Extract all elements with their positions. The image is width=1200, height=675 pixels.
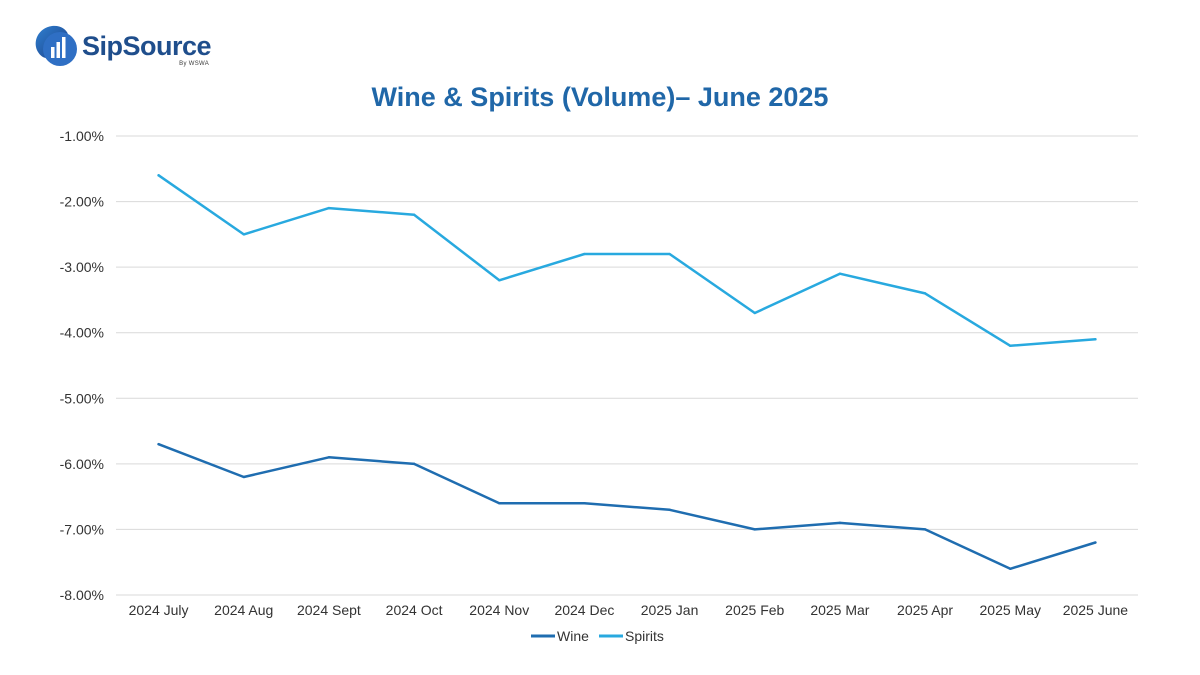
- data-point-spirits: [923, 292, 927, 295]
- data-point-wine: [753, 528, 756, 531]
- x-tick-label: 2024 Aug: [214, 602, 273, 618]
- sipsource-logo-icon: [35, 25, 77, 66]
- legend: Wine Spirits: [531, 628, 664, 644]
- logo-subtitle: By WSWA: [179, 61, 210, 67]
- data-point-wine: [583, 502, 586, 505]
- x-axis-ticks: 2024 July 2024 Aug 2024 Sept 2024 Oct 2024 N…: [129, 602, 1129, 618]
- series-line-wine: [157, 442, 1097, 571]
- series-lines: [157, 174, 1097, 571]
- data-point-spirits: [498, 279, 501, 282]
- y-tick-label: -3.00%: [60, 259, 104, 275]
- x-tick-label: 2025 June: [1063, 602, 1129, 618]
- y-tick-label: -2.00%: [60, 194, 104, 210]
- x-tick-label: 2025 Apr: [897, 602, 953, 618]
- chart-title: Wine & Spirits (Volume)– June 2025: [371, 82, 829, 112]
- data-point-spirits: [157, 174, 160, 177]
- x-tick-label: 2024 Dec: [554, 602, 614, 618]
- data-point-spirits: [838, 272, 842, 275]
- data-point-wine: [668, 508, 671, 511]
- sipsource-logo: SipSource By WSWA: [30, 22, 212, 70]
- y-tick-label: -5.00%: [60, 390, 104, 406]
- data-point-spirits: [583, 252, 586, 256]
- x-tick-label: 2025 Mar: [810, 602, 869, 618]
- y-axis-ticks: -1.00% -2.00% -3.00% -4.00% -5.00% -6.00% -7.0…: [60, 128, 104, 603]
- x-tick-label: 2025 May: [980, 602, 1041, 618]
- x-tick-label: 2024 Oct: [386, 602, 443, 618]
- data-point-spirits: [412, 213, 416, 216]
- legend-label-spirits: Spirits: [625, 628, 664, 644]
- data-point-wine: [1009, 567, 1012, 570]
- x-tick-label: 2025 Feb: [725, 602, 784, 618]
- data-point-spirits: [1094, 338, 1097, 341]
- data-point-wine: [327, 456, 331, 459]
- data-point-spirits: [668, 252, 671, 256]
- x-tick-label: 2024 July: [129, 602, 189, 618]
- legend-label-wine: Wine: [557, 628, 589, 644]
- data-point-wine: [498, 502, 501, 505]
- data-point-wine: [1094, 541, 1097, 544]
- data-point-wine: [412, 462, 416, 466]
- y-tick-label: -7.00%: [60, 521, 104, 537]
- x-tick-label: 2024 Nov: [469, 602, 529, 618]
- data-point-spirits: [1009, 344, 1012, 348]
- series-line-spirits: [157, 174, 1097, 348]
- data-point-spirits: [327, 206, 331, 210]
- grid-lines: [116, 135, 1138, 596]
- x-tick-label: 2025 Jan: [641, 602, 699, 618]
- data-point-wine: [923, 528, 927, 531]
- data-point-wine: [157, 442, 160, 446]
- data-point-spirits: [753, 311, 756, 315]
- y-tick-label: -4.00%: [60, 325, 104, 341]
- data-point-wine: [242, 475, 245, 479]
- data-point-wine: [838, 521, 842, 525]
- x-tick-label: 2024 Sept: [297, 602, 361, 618]
- y-tick-label: -8.00%: [60, 587, 104, 603]
- y-tick-label: -6.00%: [60, 456, 104, 472]
- logo-wordmark: SipSource: [82, 31, 212, 61]
- y-tick-label: -1.00%: [60, 128, 104, 144]
- data-point-spirits: [242, 233, 245, 236]
